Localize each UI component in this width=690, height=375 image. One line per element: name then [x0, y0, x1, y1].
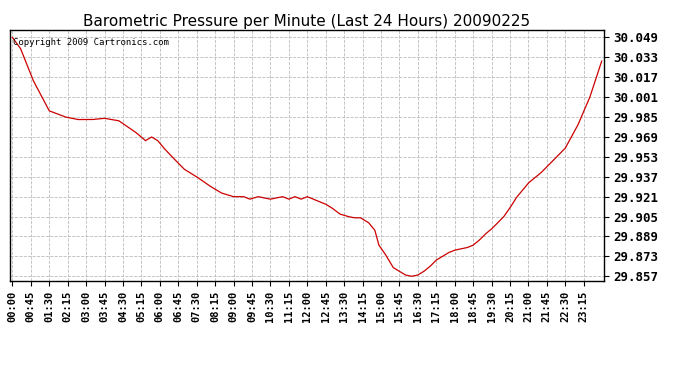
- Title: Barometric Pressure per Minute (Last 24 Hours) 20090225: Barometric Pressure per Minute (Last 24 …: [83, 14, 531, 29]
- Text: Copyright 2009 Cartronics.com: Copyright 2009 Cartronics.com: [13, 38, 169, 46]
